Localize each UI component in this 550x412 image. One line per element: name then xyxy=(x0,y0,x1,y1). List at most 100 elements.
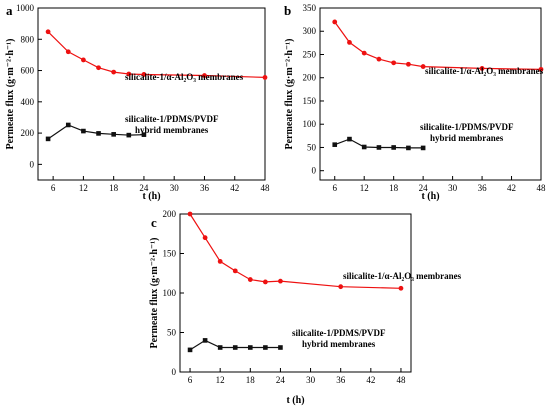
x-tick-label: 42 xyxy=(366,375,375,385)
x-tick-label: 18 xyxy=(246,375,256,385)
data-point xyxy=(65,122,71,128)
data-point xyxy=(141,132,147,137)
data-point xyxy=(202,338,208,343)
data-point xyxy=(81,128,86,134)
data-point xyxy=(187,347,193,353)
x-tick-label: 6 xyxy=(188,375,193,385)
y-axis-label: Permeate flux (g·m⁻²·h⁻¹) xyxy=(284,39,295,150)
x-tick-label: 6 xyxy=(51,183,56,193)
plot-frame xyxy=(319,7,542,181)
series-annotation: silicalite-1/PDMS/PVDF hybrid membranes xyxy=(420,122,514,143)
y-tick-label: 0 xyxy=(30,159,35,169)
data-point xyxy=(111,132,116,137)
data-point xyxy=(391,60,397,66)
data-point xyxy=(126,132,132,138)
data-point xyxy=(332,142,338,147)
data-point xyxy=(347,40,352,45)
x-tick-label: 12 xyxy=(79,183,88,193)
x-tick-label: 12 xyxy=(216,375,225,385)
x-tick-label: 30 xyxy=(170,183,180,193)
x-tick-label: 18 xyxy=(389,183,399,193)
y-tick-label: 350 xyxy=(303,3,317,13)
data-point xyxy=(278,345,283,350)
series-2: silicalite-1/PDMS/PVDF hybrid membranes xyxy=(45,114,219,142)
y-tick-label: 0 xyxy=(172,367,177,377)
y-tick-label: 100 xyxy=(163,288,177,298)
y-tick-label: 0 xyxy=(312,166,317,176)
series-2: silicalite-1/PDMS/PVDF hybrid membranes xyxy=(187,328,386,353)
x-axis-label: t (h) xyxy=(142,191,160,202)
y-tick-label: 200 xyxy=(21,128,35,138)
data-point xyxy=(217,345,223,350)
x-tick-label: 36 xyxy=(200,183,210,193)
x-tick-label: 18 xyxy=(109,183,119,193)
series-line xyxy=(334,21,542,70)
y-tick-label: 250 xyxy=(303,49,317,59)
data-point xyxy=(248,345,253,350)
x-tick-label: 24 xyxy=(276,375,286,385)
chart-panel-b: b 6 12 18 24 30 36 42 48 0 50 100 150 200 250 300 350 t (… xyxy=(284,3,546,202)
x-tick-label: 6 xyxy=(332,183,337,193)
y-tick-label: 50 xyxy=(307,142,317,152)
data-point xyxy=(262,279,268,285)
series-1: silicalite-1/α-Al₂O₃ membranes xyxy=(332,19,544,76)
data-point xyxy=(376,145,382,150)
data-point xyxy=(538,66,544,72)
data-point xyxy=(391,145,396,150)
x-tick-label: 30 xyxy=(306,375,316,385)
x-tick-label: 48 xyxy=(261,183,271,193)
plot-frame xyxy=(179,213,412,373)
data-point xyxy=(361,144,367,150)
data-point xyxy=(81,57,86,63)
data-point xyxy=(406,145,411,151)
data-point xyxy=(479,66,485,71)
data-point xyxy=(361,50,367,56)
data-point xyxy=(187,211,193,217)
series-annotation-line: hybrid membranes xyxy=(430,133,504,143)
chart-panel-a: a 6 12 18 24 30 36 42 48 0 200 400 600 800 1000 t (h) Pe… xyxy=(5,3,270,202)
series-annotation-line: silicalite-1/PDMS/PVDF xyxy=(292,328,386,338)
data-point xyxy=(232,268,238,274)
series-annotation-line: silicalite-1/PDMS/PVDF xyxy=(420,122,514,132)
series-2: silicalite-1/PDMS/PVDF hybrid membranes xyxy=(332,122,514,151)
data-point xyxy=(247,277,253,282)
data-point xyxy=(263,345,268,350)
data-point xyxy=(338,284,344,290)
y-tick-label: 200 xyxy=(303,73,317,83)
data-point xyxy=(376,56,382,62)
series-annotation-line: silicalite-1/PDMS/PVDF xyxy=(125,114,219,124)
data-point xyxy=(420,145,426,151)
y-tick-label: 400 xyxy=(21,97,35,107)
x-tick-label: 48 xyxy=(396,375,406,385)
x-axis-label: t (h) xyxy=(421,191,439,202)
data-point xyxy=(202,235,208,241)
series-annotation-line: silicalite-1/α-Al₂O₃ membranes xyxy=(425,66,544,76)
data-point xyxy=(65,49,71,55)
data-point xyxy=(398,285,404,291)
data-point xyxy=(232,345,238,350)
y-tick-label: 100 xyxy=(303,119,317,129)
data-point xyxy=(406,61,411,67)
data-point xyxy=(420,64,426,69)
series-annotation: silicalite-1/α-Al₂O₃ membranes xyxy=(343,271,462,281)
y-tick-label: 200 xyxy=(163,209,177,219)
x-axis-label: t (h) xyxy=(286,395,304,406)
y-tick-label: 1000 xyxy=(16,3,35,13)
series-annotation: silicalite-1/PDMS/PVDF hybrid membranes xyxy=(292,328,386,349)
data-point xyxy=(202,73,207,78)
x-tick-label: 42 xyxy=(230,183,239,193)
y-axis-label: Permeate flux (g·m⁻²·h⁻¹) xyxy=(5,39,16,150)
data-point xyxy=(111,69,117,75)
data-point xyxy=(332,19,338,25)
series-1: silicalite-1/α-Al₂O₃ membranes xyxy=(45,29,268,82)
x-tick-label: 36 xyxy=(336,375,346,385)
data-point xyxy=(45,136,51,142)
x-tick-label: 48 xyxy=(537,183,547,193)
series-annotation-line: hybrid membranes xyxy=(302,339,376,349)
series-annotation: silicalite-1/α-Al₂O₃ membranes xyxy=(425,66,544,76)
series-1: silicalite-1/α-Al₂O₃ membranes xyxy=(187,211,462,291)
x-tick-label: 36 xyxy=(478,183,488,193)
data-point xyxy=(347,136,352,142)
data-point xyxy=(96,131,101,136)
data-point xyxy=(96,65,101,71)
